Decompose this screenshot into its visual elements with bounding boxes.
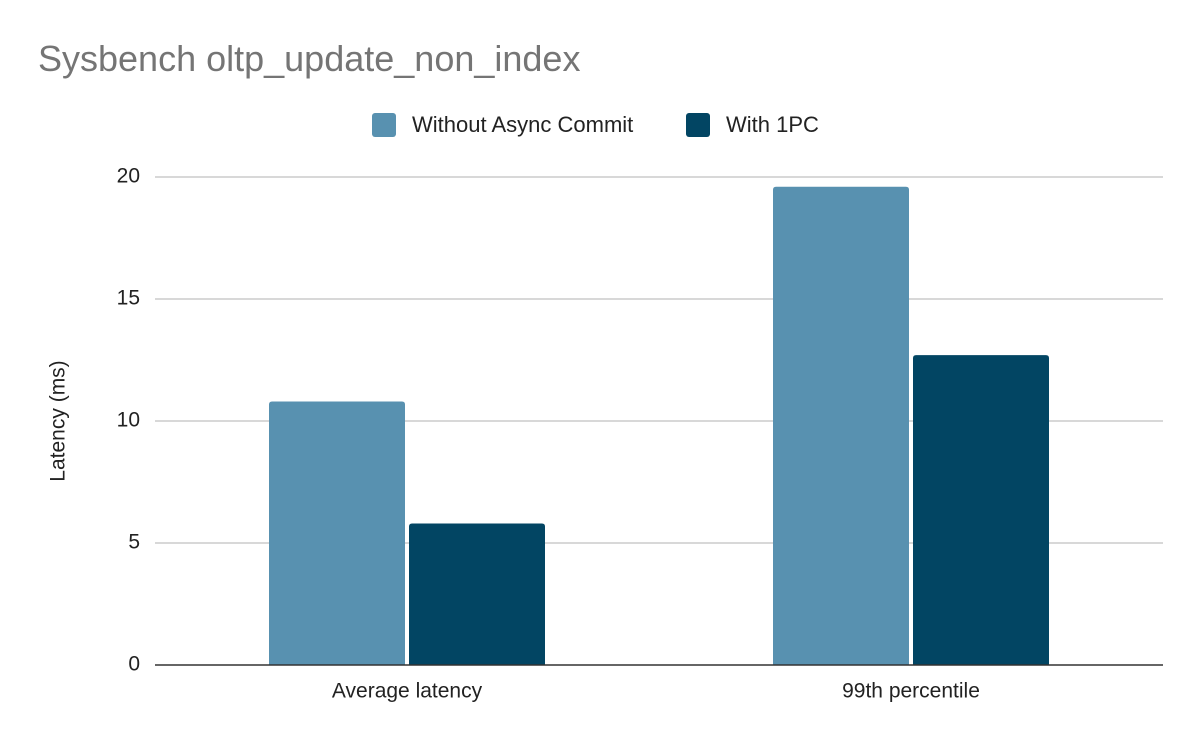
legend-label-series-0: Without Async Commit [412,112,634,137]
legend-swatch-series-0 [372,113,396,137]
bar-series-0-category-1 [773,186,909,665]
bar-series-0-category-0 [269,401,405,665]
legend-label-series-1: With 1PC [726,112,819,137]
y-tick-label: 5 [128,531,140,554]
bars [269,186,1049,665]
x-tick-label: 99th percentile [842,680,980,703]
y-tick-label: 0 [128,653,140,676]
y-tick-label: 10 [117,409,140,432]
y-tick-label: 15 [117,287,140,310]
y-tick-label: 20 [117,165,140,188]
y-tick-labels: 0 5 10 15 20 [117,165,140,676]
legend-swatch-series-1 [686,113,710,137]
bar-series-1-category-1 [913,355,1049,665]
y-axis-label: Latency (ms) [47,360,70,481]
bar-series-1-category-0 [409,523,545,665]
x-tick-labels: Average latency 99th percentile [332,680,980,703]
legend-item-series-1: With 1PC [686,110,819,140]
legend-item-series-0: Without Async Commit [372,110,633,140]
chart-title: Sysbench oltp_update_non_index [38,38,581,79]
legend: Without Async Commit With 1PC [0,110,1200,140]
x-tick-label: Average latency [332,680,483,703]
